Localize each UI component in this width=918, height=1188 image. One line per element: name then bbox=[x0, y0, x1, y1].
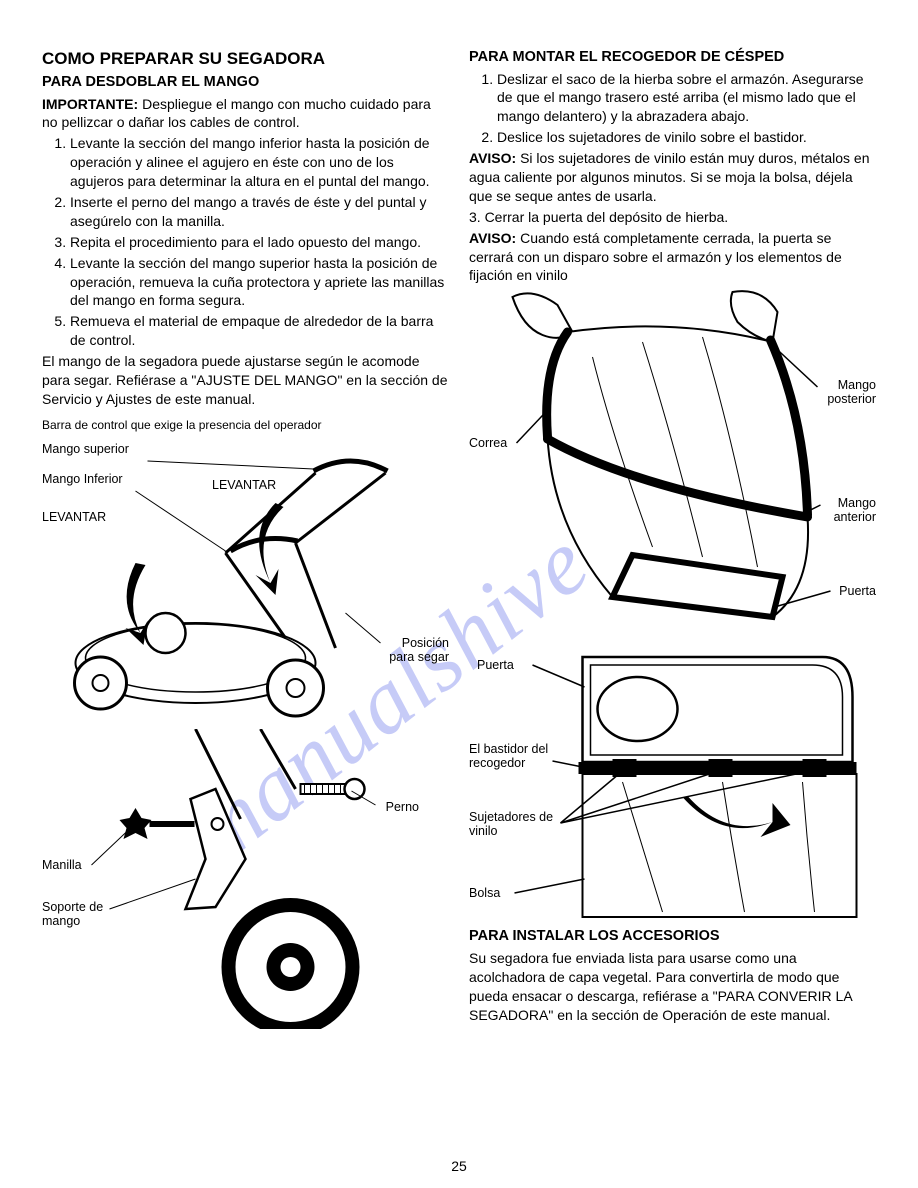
right-column: PARA MONTAR EL RECOGEDOR DE CÉSPED Desli… bbox=[469, 48, 876, 1029]
step-item: Inserte el perno del mango a través de é… bbox=[70, 193, 449, 231]
step-item: Remueva el material de empaque de alrede… bbox=[70, 312, 449, 350]
unfold-steps-list: Levante la sección del mango inferior ha… bbox=[42, 134, 449, 350]
aviso1-text: Si los sujetadores de vinilo están muy d… bbox=[469, 150, 870, 204]
label-knob: Manilla bbox=[42, 859, 82, 873]
heading-unfold-handle: PARA DESDOBLAR EL MANGO bbox=[42, 73, 449, 93]
aviso1-label: AVISO: bbox=[469, 150, 516, 166]
label-vinyl-binders: Sujetadores de vinilo bbox=[469, 811, 559, 839]
aviso-1: AVISO: Si los sujetadores de vinilo está… bbox=[469, 149, 876, 206]
aviso2-label: AVISO: bbox=[469, 230, 516, 246]
aviso2-text: Cuando está completamente cerrada, la pu… bbox=[469, 230, 842, 284]
grass-bag-svg bbox=[469, 287, 876, 647]
catcher-frame-svg bbox=[469, 647, 876, 927]
mower-handle-svg bbox=[42, 433, 449, 733]
label-front-handle: Mango anterior bbox=[816, 497, 876, 525]
mount-steps-list: Deslizar el saco de la hierba sobre el a… bbox=[469, 70, 876, 148]
bolt-wheel-svg bbox=[42, 729, 449, 1029]
step-item: Levante la sección del mango inferior ha… bbox=[70, 134, 449, 191]
heading-install-accessories: PARA INSTALAR LOS ACCESORIOS bbox=[469, 927, 876, 947]
label-bag: Bolsa bbox=[469, 887, 500, 901]
important-label: IMPORTANTE: bbox=[42, 96, 138, 112]
step-3-close-door: 3. Cerrar la puerta del depósito de hier… bbox=[469, 208, 876, 227]
step-item: Deslizar el saco de la hierba sobre el a… bbox=[497, 70, 876, 127]
figure-catcher-frame: Puerta El bastidor del recogedor Sujetad… bbox=[469, 647, 876, 927]
label-catcher-frame: El bastidor del recogedor bbox=[469, 743, 549, 771]
page-number: 25 bbox=[0, 1157, 918, 1176]
step-item: Levante la sección del mango superior ha… bbox=[70, 254, 449, 311]
step-item: Repita el procedimiento para el lado opu… bbox=[70, 233, 449, 252]
figure-handle-unfold: Barra de control que exige la presencia … bbox=[42, 419, 449, 729]
page-columns: COMO PREPARAR SU SEGADORA PARA DESDOBLAR… bbox=[42, 48, 876, 1029]
label-door2: Puerta bbox=[477, 659, 514, 673]
figure-handle-bolt: Perno Manilla Soporte de mango bbox=[42, 729, 449, 1029]
label-bolt: Perno bbox=[386, 801, 419, 815]
important-note: IMPORTANTE: Despliegue el mango con much… bbox=[42, 95, 449, 133]
label-rear-handle: Mango posterior bbox=[816, 379, 876, 407]
heading-prepare: COMO PREPARAR SU SEGADORA bbox=[42, 48, 449, 71]
label-control-bar: Barra de control que exige la presencia … bbox=[42, 419, 449, 432]
accessories-text: Su segadora fue enviada lista para usars… bbox=[469, 949, 876, 1025]
left-column: COMO PREPARAR SU SEGADORA PARA DESDOBLAR… bbox=[42, 48, 449, 1029]
label-handle-bracket: Soporte de mango bbox=[42, 901, 112, 929]
label-strap: Correa bbox=[469, 437, 507, 451]
label-door: Puerta bbox=[839, 585, 876, 599]
heading-mount-catcher: PARA MONTAR EL RECOGEDOR DE CÉSPED bbox=[469, 48, 876, 68]
aviso-2: AVISO: Cuando está completamente cerrada… bbox=[469, 229, 876, 286]
step-item: Deslice los sujetadores de vinilo sobre … bbox=[497, 128, 876, 147]
figure-grass-bag: Correa Mango posterior Mango anterior Pu… bbox=[469, 287, 876, 647]
handle-adjust-note: El mango de la segadora puede ajustarse … bbox=[42, 352, 449, 409]
